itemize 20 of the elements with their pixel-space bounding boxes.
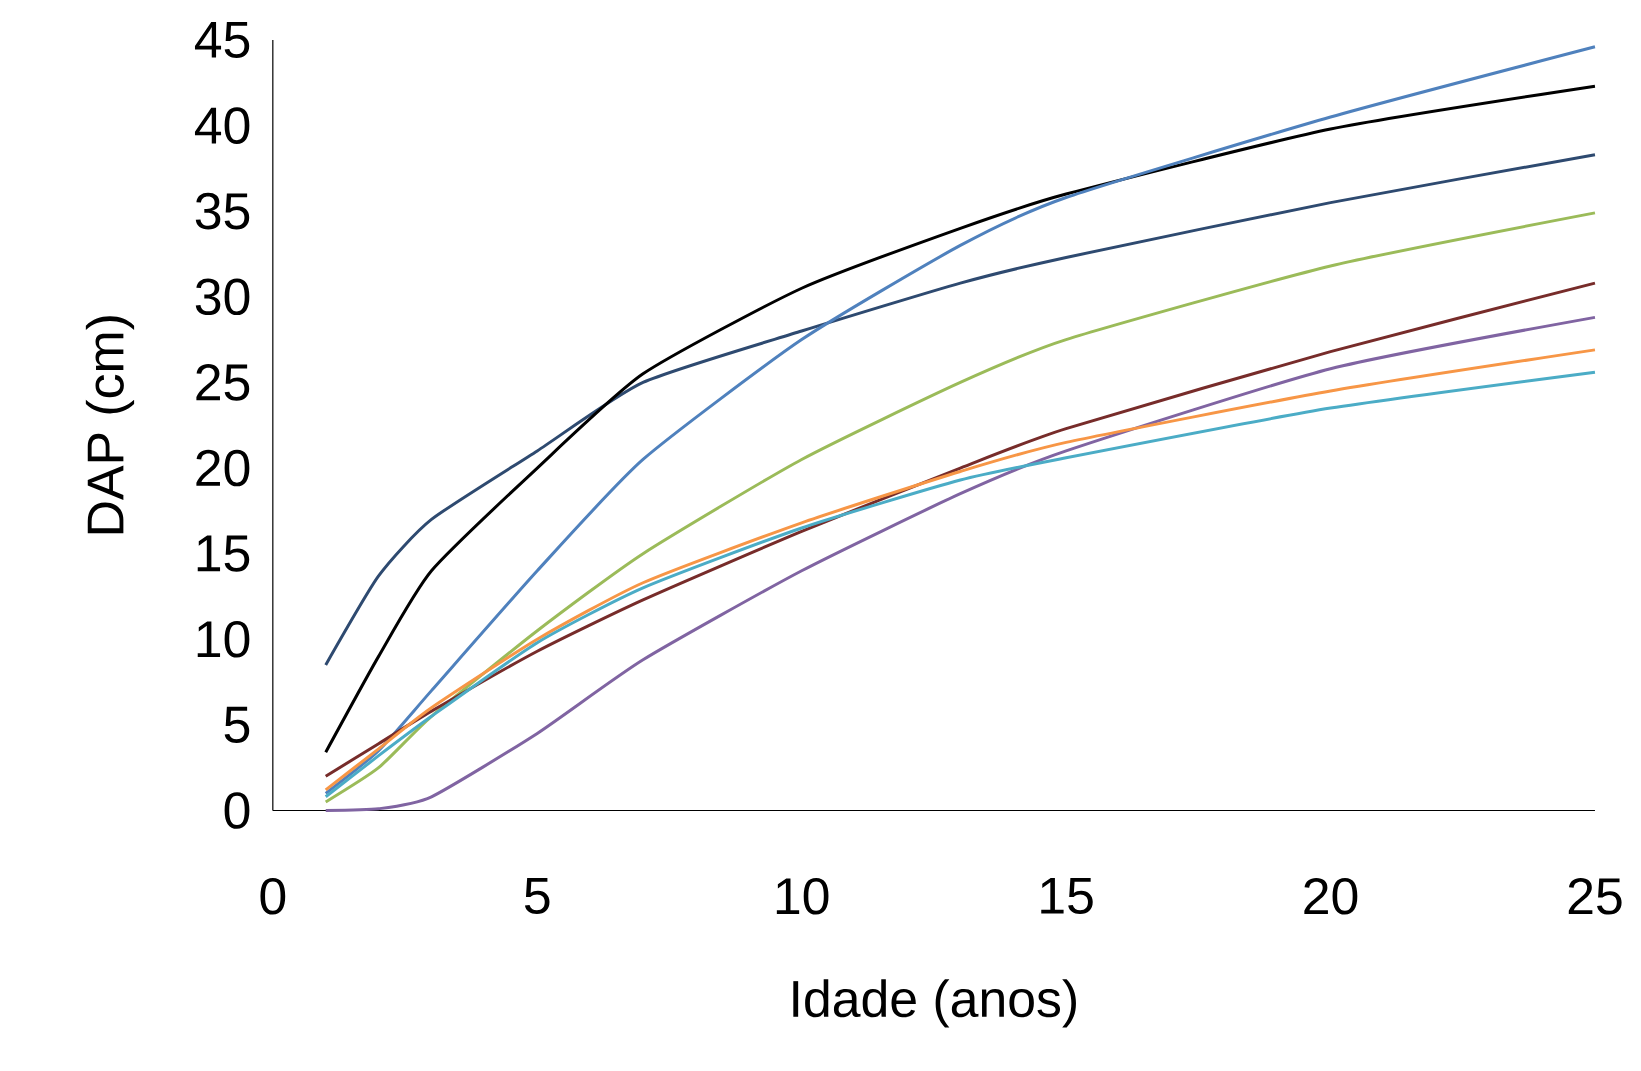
x-tick-label: 25 [1568, 877, 1622, 915]
x-tick-label: 10 [776, 877, 829, 915]
x-tick-label: 20 [1304, 877, 1358, 915]
x-tick-label: 15 [1041, 877, 1093, 914]
y-tick-label: 20 [196, 449, 250, 487]
y-tick-label: 15 [197, 535, 250, 572]
y-tick-label: 25 [196, 363, 250, 401]
y-tick-label: 10 [197, 620, 250, 658]
y-axis-title: DAP (cm) [85, 316, 135, 533]
x-tick-label: 5 [524, 877, 550, 914]
x-tick-label: 0 [260, 877, 286, 915]
y-tick-label: 40 [194, 107, 250, 144]
y-tick-label: 0 [224, 792, 250, 829]
line-series [324, 153, 1597, 667]
x-axis-title: Idade (anos) [793, 979, 1076, 1028]
y-tick-label: 5 [224, 706, 250, 743]
y-tick-label: 35 [195, 192, 250, 230]
y-tick-label: 30 [195, 278, 250, 315]
line-series [324, 211, 1597, 804]
y-tick-label: 45 [194, 21, 250, 58]
